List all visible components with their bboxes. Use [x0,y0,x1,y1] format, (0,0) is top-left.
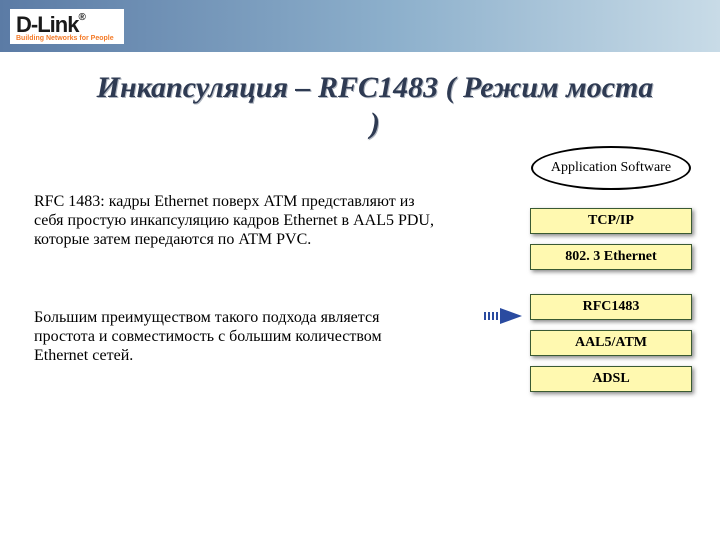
stack-box-label: RFC1483 [583,299,640,314]
stack-box-label: 802. 3 Ethernet [565,249,656,264]
logo-subtitle: Building Networks for People [16,35,114,42]
header-bar: D-Link® Building Networks for People [0,0,720,52]
stack-box-aal5atm: AAL5/ATM [530,330,692,356]
paragraph-1: RFC 1483: кадры Ethernet поверх ATM пред… [34,192,434,250]
stack-box-ethernet: 802. 3 Ethernet [530,244,692,270]
stack-box-tcpip: TCP/IP [530,208,692,234]
paragraph-2: Большим преимуществом такого подхода явл… [34,308,434,366]
logo: D-Link® Building Networks for People [10,9,124,44]
stack-box-label: ADSL [592,371,629,386]
stack-oval: Application Software [531,146,691,190]
stack-box-adsl: ADSL [530,366,692,392]
stack-box-rfc1483: RFC1483 [530,294,692,320]
stack-oval-label: Application Software [551,160,671,175]
stack-box-label: TCP/IP [588,213,634,228]
stack-box-label: AAL5/ATM [575,335,647,350]
page-title: Инкапсуляция – RFC1483 ( Режим моста ) [90,70,660,142]
registered-icon: ® [78,12,84,23]
logo-main-text: D-Link [16,12,78,37]
arrow-icon [484,308,522,324]
protocol-stack: Application Software TCP/IP 802. 3 Ether… [530,146,692,392]
